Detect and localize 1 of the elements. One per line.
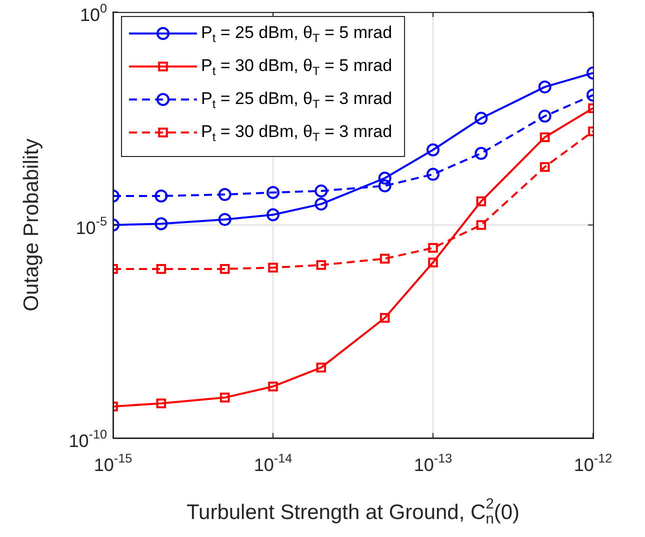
- y-axis-title: Outage Probability: [20, 138, 43, 312]
